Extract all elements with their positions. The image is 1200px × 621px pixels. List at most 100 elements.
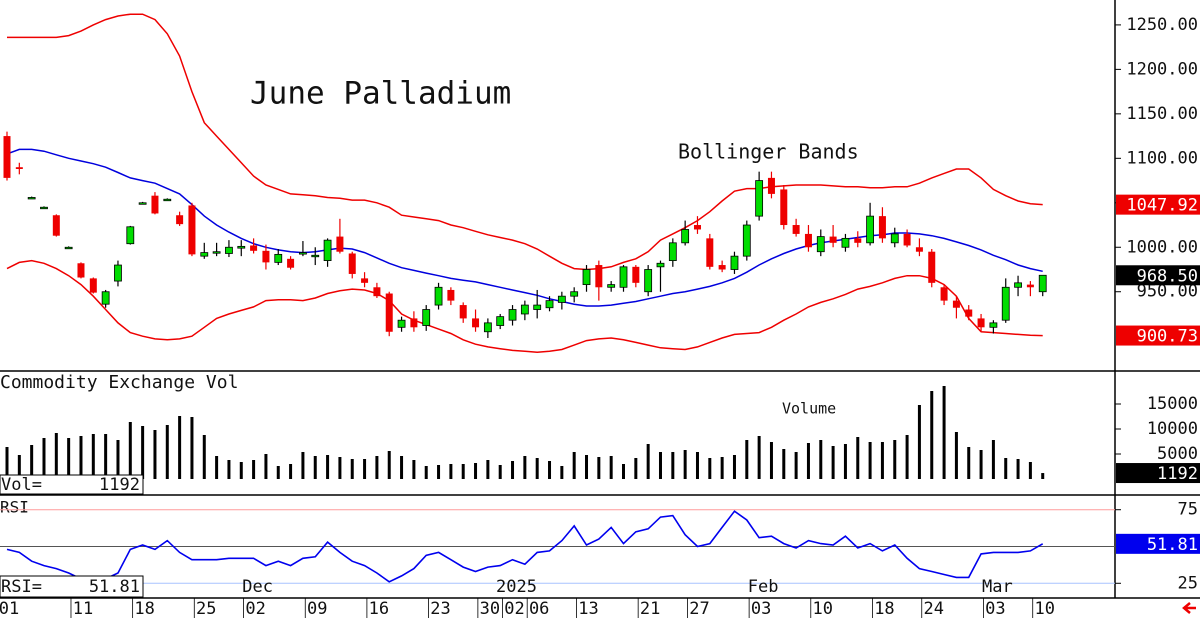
x-tick-label: 01	[0, 599, 19, 619]
candle-body	[299, 252, 307, 255]
candle-body	[361, 278, 369, 283]
candle-body	[854, 238, 862, 243]
band-value-label: 1047.92	[1126, 196, 1198, 216]
volume-bar	[942, 386, 946, 479]
candle-body	[397, 319, 406, 328]
y-tick-label: 15000	[1147, 394, 1198, 414]
candle-body	[151, 195, 159, 214]
candle-body	[348, 253, 356, 274]
volume-bar	[215, 456, 219, 479]
candle-body	[336, 236, 344, 252]
volume-bar	[979, 450, 983, 479]
volume-bar	[794, 452, 798, 479]
readout-label: Vol=	[1, 475, 42, 495]
volume-bar	[474, 463, 478, 479]
candle-body	[176, 215, 184, 225]
candle-body	[780, 189, 788, 226]
volume-bar	[658, 452, 662, 479]
volume-bar	[917, 405, 921, 479]
candle-body	[792, 225, 800, 234]
month-label: Feb	[748, 577, 779, 597]
volume-bar	[400, 456, 404, 479]
volume-value-label-bg	[1116, 463, 1200, 484]
candle-body	[829, 236, 837, 243]
candle-body	[940, 287, 948, 301]
candle-body	[755, 180, 764, 217]
volume-bar	[609, 456, 613, 479]
volume-bar	[905, 435, 909, 479]
candle-body	[632, 266, 640, 283]
volume-bar	[276, 466, 280, 479]
volume-bar	[1028, 462, 1032, 479]
volume-bar	[831, 446, 835, 479]
volume-bar	[252, 460, 256, 479]
candle-body	[40, 206, 48, 210]
volume-bar	[437, 465, 441, 479]
candle-body	[385, 293, 393, 332]
volume-bar	[1004, 458, 1008, 479]
candle-body	[730, 255, 739, 270]
candle-body	[582, 269, 591, 286]
candle-body	[287, 258, 295, 268]
band-value-label: 900.73	[1137, 327, 1198, 347]
x-tick-label: 02	[245, 599, 265, 619]
volume-bar	[239, 462, 243, 479]
candle-body	[3, 136, 11, 178]
x-tick-label: 25	[196, 599, 216, 619]
volume-bar	[622, 464, 625, 479]
volume-bar	[153, 430, 157, 479]
candle-body	[520, 304, 529, 315]
chart-title: June Palladium	[250, 76, 511, 112]
volume-bar	[17, 455, 21, 479]
x-tick-label: 13	[578, 599, 598, 619]
volume-bar	[486, 460, 490, 479]
volume-bar	[116, 440, 120, 479]
candle-body	[545, 300, 554, 309]
y-tick-label: 1150.00	[1126, 104, 1198, 124]
candle-body	[311, 254, 320, 258]
candle-body	[447, 289, 455, 301]
candle-body	[619, 266, 628, 288]
candle-body	[952, 300, 960, 308]
readout-value: 1192	[99, 475, 140, 495]
volume-bar	[548, 461, 552, 479]
x-tick-label: 18	[134, 599, 154, 619]
candle-body	[138, 202, 147, 205]
candle-body	[977, 318, 985, 328]
candle-body	[816, 236, 825, 253]
y-tick-label: 10000	[1147, 419, 1198, 439]
volume-bar	[42, 438, 46, 479]
volume-bar	[1041, 473, 1045, 479]
volume-bar	[350, 459, 354, 479]
volume-bar	[190, 417, 194, 479]
volume-bar	[313, 456, 317, 479]
x-tick-label: 06	[529, 599, 549, 619]
candle-body	[27, 197, 36, 200]
rsi-value-label: 51.81	[1147, 535, 1198, 555]
scroll-arrow[interactable]	[1182, 602, 1196, 614]
y-tick-label: 75	[1178, 500, 1198, 520]
month-label: Mar	[982, 577, 1013, 597]
volume-bar	[461, 464, 465, 479]
candle-body	[77, 263, 85, 278]
volume-bar	[535, 458, 539, 479]
candle-body	[656, 262, 665, 268]
volume-bar	[128, 422, 132, 479]
candle-body	[1038, 274, 1047, 293]
candle-body	[188, 205, 196, 255]
candle-body	[225, 246, 233, 254]
candle-body	[1014, 282, 1022, 288]
volume-bar	[375, 456, 379, 479]
volume-bar	[560, 466, 564, 479]
candle-body	[915, 247, 923, 252]
volume-bar	[782, 449, 786, 479]
candle-body	[101, 291, 110, 305]
candle-body	[459, 305, 467, 319]
candle-body	[200, 252, 209, 257]
band-value-label-bg	[1116, 194, 1200, 215]
readout-box	[0, 474, 144, 495]
candle-body	[472, 318, 480, 328]
candle-body	[878, 216, 886, 239]
x-tick-label: 30	[480, 599, 500, 619]
